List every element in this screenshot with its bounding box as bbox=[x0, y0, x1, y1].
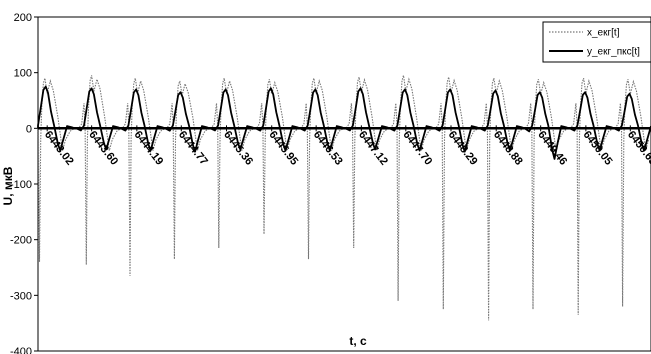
y-tick-label: -400 bbox=[10, 346, 32, 354]
y-axis: 200 100 0 -100 -200 -300 -400 bbox=[10, 12, 38, 354]
plot-area bbox=[37, 16, 651, 352]
y-tick-label: 200 bbox=[14, 12, 32, 24]
x-axis-label: t, c bbox=[349, 334, 367, 348]
legend-label-y-ekg-pks: y_екг_пкс[t] bbox=[587, 47, 640, 58]
y-tick-label: -100 bbox=[10, 179, 32, 191]
y-axis-label: U, мкВ bbox=[1, 166, 15, 205]
legend: x_екг[t] y_екг_пкс[t] bbox=[542, 21, 651, 63]
legend-box bbox=[542, 21, 651, 63]
y-tick-label: -200 bbox=[10, 235, 32, 247]
y-tick-label: 0 bbox=[26, 123, 32, 135]
legend-label-x-ekg: x_екг[t] bbox=[587, 28, 620, 39]
y-tick-label: -300 bbox=[10, 290, 32, 302]
y-tick-label: 100 bbox=[14, 68, 32, 80]
